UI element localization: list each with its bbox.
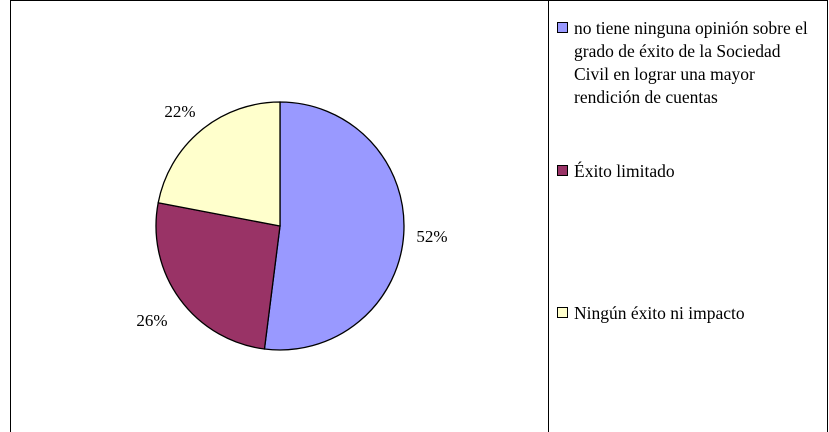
- legend-item: Éxito limitado: [557, 160, 816, 183]
- pie-slice: [155, 202, 281, 350]
- legend-swatch: [557, 165, 568, 176]
- data-label: 26%: [136, 311, 167, 330]
- legend-item: no tiene ninguna opinión sobre el grado …: [557, 17, 816, 109]
- data-label: 52%: [416, 227, 447, 246]
- legend-label: Éxito limitado: [574, 161, 675, 181]
- legend-divider: [548, 0, 549, 432]
- pie-slice: [263, 101, 405, 351]
- legend-label: no tiene ninguna opinión sobre el grado …: [574, 18, 808, 107]
- pie-slice: [157, 101, 281, 227]
- data-label: 22%: [164, 102, 195, 121]
- chart-frame: [10, 0, 828, 432]
- legend-item: Ningún éxito ni impacto: [557, 302, 816, 325]
- legend-swatch: [557, 22, 568, 33]
- legend-swatch: [557, 307, 568, 318]
- legend-label: Ningún éxito ni impacto: [574, 303, 745, 323]
